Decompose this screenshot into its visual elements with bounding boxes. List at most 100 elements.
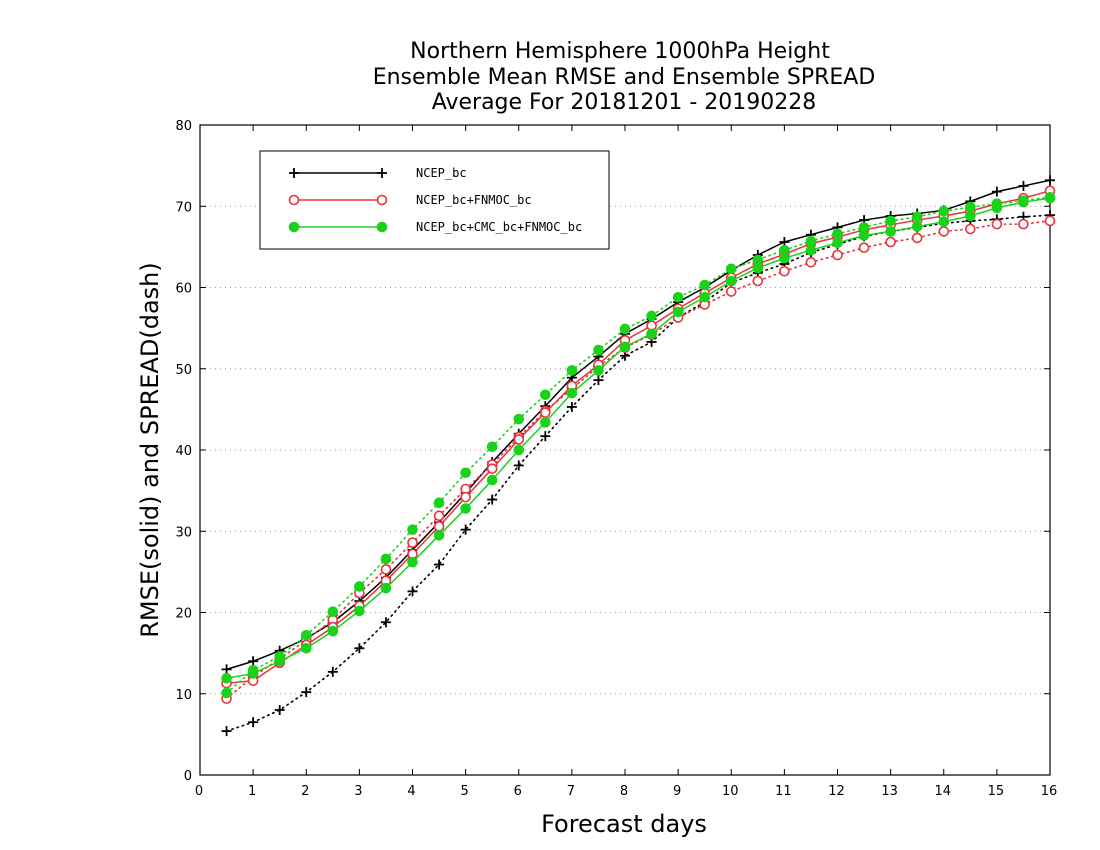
rmse-point [805,244,817,256]
rmse-point [486,463,498,474]
rmse-point [513,434,525,445]
spread-point [380,617,391,628]
spread-point [885,215,896,227]
rmse-point [911,221,923,232]
spread-point [965,201,976,213]
rmse-point [460,491,471,503]
rmse-point [1018,180,1029,191]
rmse-point [725,275,737,287]
spread-point [779,265,790,277]
spread-point [354,581,365,592]
spread-point [1018,218,1029,230]
spread-point [805,235,817,247]
legend-marker [376,221,388,233]
x-tick-label: 11 [775,784,792,799]
spread-point [991,218,1003,230]
rmse-point [991,202,1003,214]
y-tick-label: 0 [184,769,192,784]
spread-point [938,205,950,217]
spread-point [646,310,657,322]
spread-point [832,249,843,261]
y-axis-label: RMSE(solid) and SPREAD(dash) [136,262,164,638]
x-tick-label: 5 [460,784,468,799]
spread-point [699,279,710,291]
rmse-point [433,521,445,532]
grid-lines [200,205,1050,695]
legend-marker [288,194,300,206]
spread-point [832,228,843,240]
rmse-point [433,530,445,541]
spread-point [593,344,604,356]
legend-label: NCEP_bc [416,166,467,180]
rmse-point [221,664,232,675]
spread-point [540,389,551,401]
spread-point [911,232,923,244]
spread-point [407,586,418,597]
rmse-line-0 [226,179,1051,671]
series-group [221,175,1056,737]
rmse-point [354,605,365,617]
rmse-point [752,262,764,274]
x-tick-label: 15 [988,784,1005,799]
spread-point [725,263,737,275]
rmse-point [646,328,657,340]
rmse-point [513,444,525,456]
spread-point [938,226,950,237]
spread-point [672,291,684,303]
spread-point [513,413,525,425]
legend-marker [289,168,299,178]
rmse-line-2 [226,197,1051,680]
rmse-point [1018,196,1029,208]
y-tick-label: 20 [175,607,192,622]
chart-title-line-2: Ensemble Mean RMSE and Ensemble SPREAD [373,65,876,90]
spread-point [885,236,896,248]
spread-point [460,467,471,479]
rmse-point [274,655,285,667]
x-tick-label: 12 [828,784,845,799]
y-tick-label: 10 [175,688,192,703]
series-NCEP_bc+FNMOC_bc [221,185,1056,704]
x-tick-label: 0 [195,784,203,799]
legend: NCEP_bc NCEP_bc+FNMOC_bc NCEP_bc+CMC_bc+FN… [259,150,610,250]
rmse-point [540,417,551,428]
spread-point [327,606,339,617]
rmse-point [327,625,339,637]
spread-point [805,257,817,268]
spread-point [513,460,524,471]
spread-point [725,286,737,297]
x-tick-label: 4 [407,784,415,799]
axis-ticks: 0 1 2 3 4 5 6 7 8 9 10 11 12 13 14 15 160102030405060708… [175,119,1057,799]
y-tick-label: 30 [175,525,192,540]
spread-point [619,323,631,335]
rmse-point [619,341,631,353]
spread-point [540,431,551,442]
rmse-point [380,582,392,594]
spread-point [752,275,764,287]
spread-point [486,441,498,453]
spread-line-0 [225,214,1051,732]
spread-line-1 [225,220,1051,700]
spread-point [965,223,976,235]
rmse-point [593,365,604,376]
spread-point [1044,215,1056,227]
rmse-point [221,673,232,684]
legend-item: NCEP_bc [289,166,467,180]
rmse-point [938,216,950,227]
x-tick-label: 7 [567,784,575,799]
rmse-point [858,230,870,241]
spread-point [221,687,232,699]
rmse-point [991,186,1002,197]
legend-label: NCEP_bc+FNMOC_bc [416,193,532,207]
spread-point [301,687,312,698]
series-NCEP_bc+CMC_bc+FNMOC_bc [221,192,1056,699]
spread-point [380,553,392,565]
spread-point [407,524,418,535]
spread-point [434,559,445,570]
x-tick-label: 16 [1041,784,1058,799]
x-tick-label: 6 [514,784,522,799]
chart-title-line-1: Northern Hemisphere 1000hPa Height [410,39,830,64]
spread-point [354,643,365,654]
spread-point [380,564,392,575]
x-tick-label: 3 [354,784,362,799]
